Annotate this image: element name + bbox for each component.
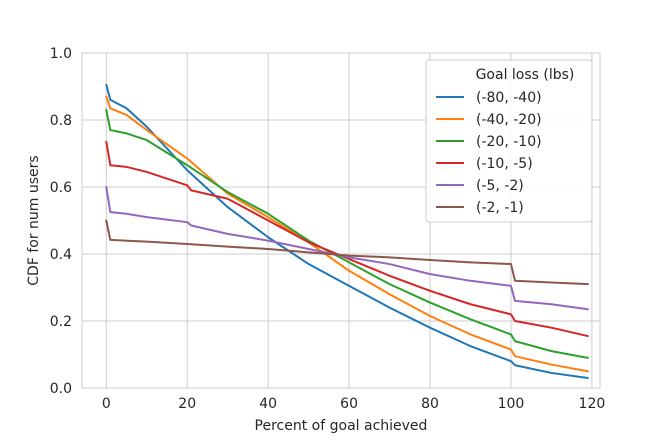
legend-entry: (-10, -5) <box>476 156 533 172</box>
x-tick-label: 100 <box>498 396 525 412</box>
y-tick-label: 0.0 <box>50 381 72 397</box>
legend-entry: (-80, -40) <box>476 90 542 106</box>
x-tick-label: 20 <box>178 396 196 412</box>
y-tick-label: 0.4 <box>50 247 72 263</box>
legend: Goal loss (lbs) (-80, -40) (-40, -20) (-20… <box>425 59 593 223</box>
legend-box <box>425 59 593 223</box>
legend-entry: (-20, -10) <box>476 134 542 150</box>
x-tick-label: 60 <box>340 396 358 412</box>
plot-frame <box>81 52 601 389</box>
legend-title: Goal loss (lbs) <box>476 67 575 83</box>
legend-entry: (-2, -1) <box>476 200 524 216</box>
legend-entry: (-40, -20) <box>476 112 542 128</box>
series-line-4 <box>105 140 589 338</box>
tick-labels: 0 20 40 60 80 100 120 0.0 0.2 0.4 0.6 0.8 1.0 <box>50 46 606 412</box>
x-axis-label: Percent of goal achieved <box>255 418 428 434</box>
y-tick-label: 1.0 <box>50 46 72 62</box>
series-line-1 <box>105 83 589 379</box>
x-tick-label: 80 <box>421 396 439 412</box>
series-lines <box>105 83 589 379</box>
series-line-6 <box>105 219 589 286</box>
x-tick-label: 120 <box>579 396 606 412</box>
legend-entry: (-5, -2) <box>476 178 524 194</box>
x-tick-label: 0 <box>102 396 111 412</box>
x-tick-label: 40 <box>259 396 277 412</box>
series-line-2 <box>105 95 589 373</box>
y-axis-label: CDF for num users <box>26 155 42 285</box>
y-tick-label: 0.8 <box>50 113 72 129</box>
series-line-5 <box>105 186 589 311</box>
y-tick-label: 0.6 <box>50 180 72 196</box>
y-tick-label: 0.2 <box>50 314 72 330</box>
